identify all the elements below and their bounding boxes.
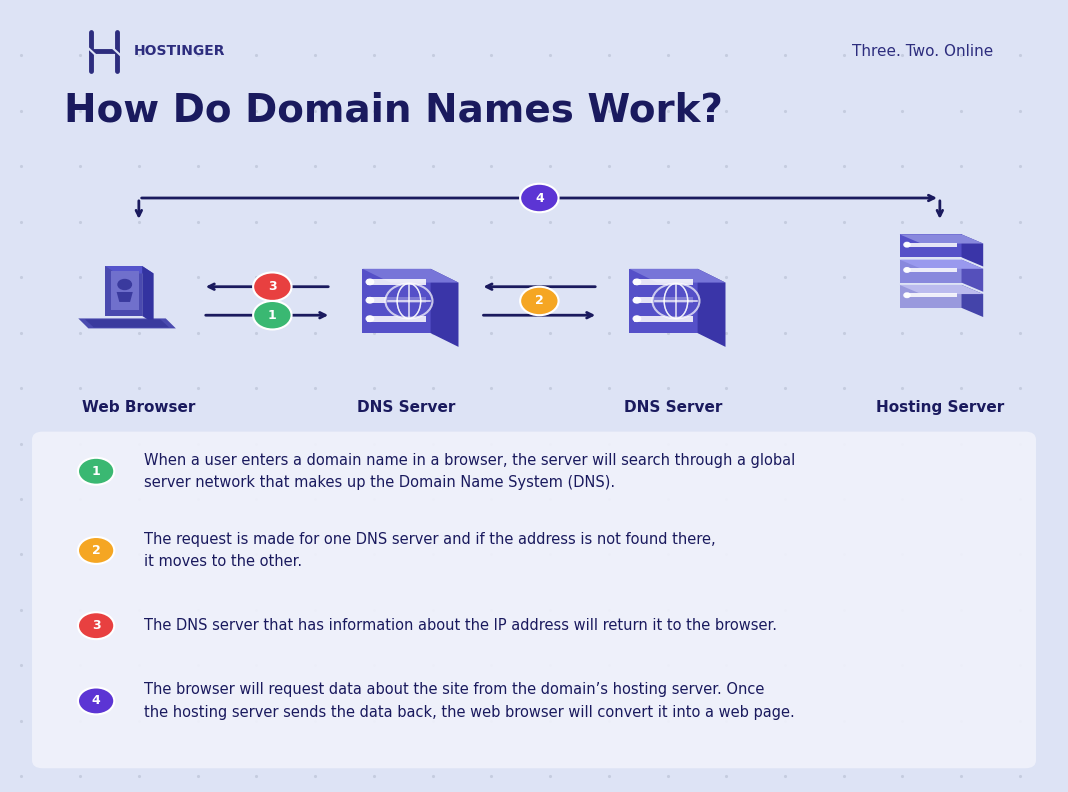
Polygon shape xyxy=(367,297,426,303)
Circle shape xyxy=(366,279,374,284)
Text: 1: 1 xyxy=(92,465,100,478)
Polygon shape xyxy=(629,268,725,283)
Polygon shape xyxy=(899,260,961,283)
Polygon shape xyxy=(899,260,984,268)
Circle shape xyxy=(366,298,374,303)
Circle shape xyxy=(78,687,114,714)
Polygon shape xyxy=(961,260,984,291)
Polygon shape xyxy=(105,266,142,316)
Text: 4: 4 xyxy=(92,695,100,707)
Text: 4: 4 xyxy=(535,192,544,204)
Polygon shape xyxy=(430,268,458,347)
Polygon shape xyxy=(634,279,693,285)
Text: 3: 3 xyxy=(92,619,100,632)
Polygon shape xyxy=(142,266,154,323)
Circle shape xyxy=(633,316,641,322)
Text: DNS Server: DNS Server xyxy=(624,401,722,415)
Text: The request is made for one DNS server and if the address is not found there,
it: The request is made for one DNS server a… xyxy=(144,532,716,569)
Circle shape xyxy=(904,293,910,298)
Text: How Do Domain Names Work?: How Do Domain Names Work? xyxy=(64,92,723,130)
Polygon shape xyxy=(899,285,984,294)
Circle shape xyxy=(366,316,374,322)
Polygon shape xyxy=(116,292,132,302)
Polygon shape xyxy=(105,266,154,273)
Polygon shape xyxy=(634,316,693,322)
Polygon shape xyxy=(629,268,697,333)
Polygon shape xyxy=(697,268,725,347)
Polygon shape xyxy=(111,271,139,310)
Polygon shape xyxy=(367,316,426,322)
Polygon shape xyxy=(961,285,984,317)
Polygon shape xyxy=(961,234,984,266)
Text: 1: 1 xyxy=(268,309,277,322)
Text: 2: 2 xyxy=(535,295,544,307)
Text: The browser will request data about the site from the domain’s hosting server. O: The browser will request data about the … xyxy=(144,683,795,719)
Circle shape xyxy=(386,284,433,318)
Circle shape xyxy=(633,298,641,303)
Polygon shape xyxy=(905,242,957,247)
Polygon shape xyxy=(362,268,458,283)
Text: Web Browser: Web Browser xyxy=(82,401,195,415)
Text: When a user enters a domain name in a browser, the server will search through a : When a user enters a domain name in a br… xyxy=(144,453,796,489)
Text: HOSTINGER: HOSTINGER xyxy=(134,44,225,59)
Polygon shape xyxy=(367,279,426,285)
Circle shape xyxy=(653,284,700,318)
Circle shape xyxy=(633,279,641,284)
Polygon shape xyxy=(362,268,430,333)
Polygon shape xyxy=(905,293,957,297)
Circle shape xyxy=(520,287,559,315)
Circle shape xyxy=(253,301,292,329)
Polygon shape xyxy=(899,234,961,257)
Polygon shape xyxy=(899,234,984,244)
Polygon shape xyxy=(905,268,957,272)
Text: 2: 2 xyxy=(92,544,100,557)
Polygon shape xyxy=(899,285,961,308)
FancyBboxPatch shape xyxy=(32,432,1036,768)
Text: Hosting Server: Hosting Server xyxy=(876,401,1004,415)
Polygon shape xyxy=(634,297,693,303)
Text: 3: 3 xyxy=(268,280,277,293)
Circle shape xyxy=(904,242,910,247)
Circle shape xyxy=(520,184,559,212)
Text: The DNS server that has information about the IP address will return it to the b: The DNS server that has information abou… xyxy=(144,619,778,633)
Polygon shape xyxy=(78,318,176,329)
Text: Three. Two. Online: Three. Two. Online xyxy=(852,44,993,59)
Circle shape xyxy=(78,537,114,564)
Circle shape xyxy=(904,268,910,272)
Circle shape xyxy=(253,272,292,301)
Circle shape xyxy=(117,280,131,290)
Circle shape xyxy=(78,458,114,485)
Text: DNS Server: DNS Server xyxy=(357,401,455,415)
Polygon shape xyxy=(85,319,169,327)
Circle shape xyxy=(78,612,114,639)
